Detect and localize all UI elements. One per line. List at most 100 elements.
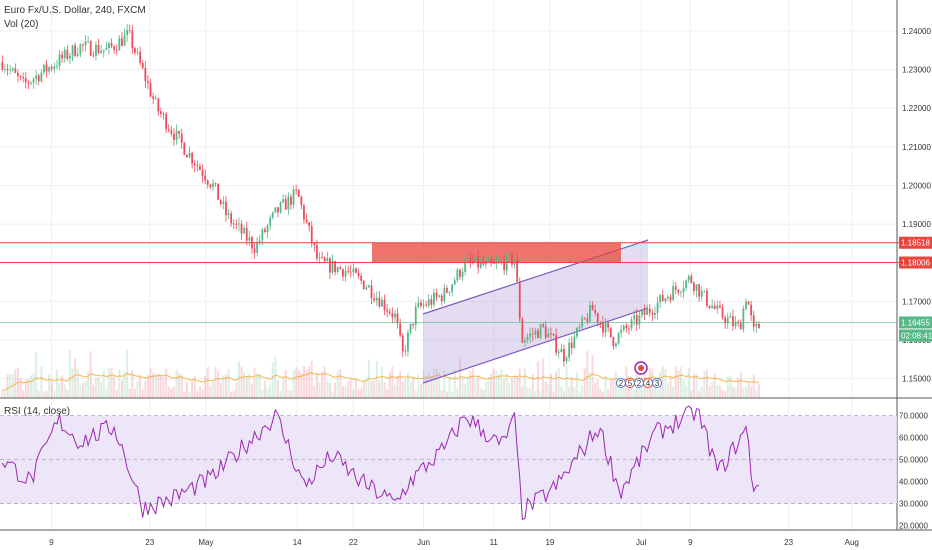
volume-bar	[664, 369, 667, 398]
volume-bar	[22, 390, 25, 398]
volume-bar	[42, 391, 45, 398]
rsi-tick-label: 50.0000	[899, 456, 928, 465]
candle-body	[66, 49, 69, 59]
volume-bar	[594, 383, 597, 398]
candle-body	[235, 223, 238, 225]
rsi-tick-label: 20.0000	[899, 522, 928, 531]
candle-body	[446, 288, 448, 293]
candle-body	[578, 326, 581, 329]
countdown-tag: 02:08:41	[901, 331, 932, 340]
candle-body	[659, 294, 662, 303]
candle-body	[669, 296, 672, 301]
volume-bar	[240, 367, 243, 398]
candle-body	[648, 308, 651, 313]
rsi-axis[interactable]: 20.0000 30.0000 40.0000 50.0000 60.0000 70.00…	[899, 412, 928, 531]
candle-body	[310, 226, 313, 243]
volume-bar	[248, 374, 251, 398]
time-axis[interactable]: 923May1422Jun1119Jul923Aug1321Sep	[49, 538, 932, 547]
volume-bar	[747, 381, 750, 398]
candle-body	[667, 296, 669, 299]
candle-body	[360, 275, 363, 281]
rsi-line	[1, 405, 760, 521]
volume-bar	[97, 376, 100, 398]
candle-body	[165, 114, 168, 130]
candle-body	[79, 44, 82, 55]
event-marker-count: 2	[619, 379, 624, 388]
volume-bar	[739, 372, 742, 398]
volume-bar	[716, 385, 719, 398]
volume-bar	[531, 373, 534, 398]
volume-bar	[458, 357, 461, 398]
candle-body	[518, 281, 521, 319]
candle-body	[258, 240, 261, 242]
volume-bar	[175, 369, 178, 398]
volume-bar	[404, 379, 407, 398]
candle-body	[152, 96, 155, 99]
candle-body	[40, 72, 43, 82]
volume-bar	[55, 369, 58, 398]
volume-bar	[497, 373, 500, 398]
candle-body	[357, 272, 360, 276]
volume-bar	[167, 386, 170, 398]
candle-body	[576, 328, 578, 337]
volume-bar	[542, 358, 545, 398]
volume-bar	[302, 366, 305, 398]
volume-bar	[331, 391, 334, 398]
candle-body	[560, 348, 563, 353]
candle-body	[677, 289, 680, 293]
candle-body	[30, 82, 32, 84]
candle-body	[87, 41, 90, 43]
volume-bar	[440, 390, 443, 398]
volume-bar	[373, 380, 376, 398]
volume-bar	[685, 385, 688, 398]
volume-bar	[617, 383, 620, 398]
volume-bar	[443, 370, 446, 398]
candle-body	[232, 223, 235, 225]
candle-body	[219, 199, 222, 204]
resistance-upper-tag: 1.18518	[901, 239, 930, 248]
volume-bar	[144, 380, 147, 398]
volume-bar	[191, 380, 194, 398]
candle-body	[596, 313, 599, 322]
supply-zone-rect[interactable]	[372, 242, 621, 263]
volume-bar	[84, 381, 87, 398]
volume-bar	[505, 373, 508, 398]
volume-bar	[344, 385, 347, 398]
candle-body	[729, 316, 732, 318]
volume-bar	[170, 388, 173, 398]
candle-body	[490, 258, 493, 263]
candle-body	[178, 130, 181, 134]
candle-body	[656, 302, 659, 314]
candle-body	[466, 257, 469, 260]
candle-body	[305, 219, 308, 223]
volume-bar	[711, 381, 714, 398]
candle-body	[425, 304, 428, 306]
volume-bar	[477, 375, 480, 398]
volume-bar	[482, 389, 485, 398]
candle-body	[149, 83, 152, 97]
volume-bar	[752, 373, 755, 398]
time-tick-label: 23	[784, 538, 793, 547]
candle-body	[329, 258, 331, 273]
volume-bar	[235, 382, 238, 398]
volume-bar	[271, 362, 274, 398]
volume-bar	[120, 380, 123, 398]
volume-bar	[352, 388, 355, 398]
candle-body	[635, 315, 638, 325]
volume-bar	[703, 370, 706, 398]
volume-bar	[243, 371, 246, 398]
channel-lower-line[interactable]	[422, 307, 649, 384]
candle-body	[583, 317, 586, 319]
candle-body	[404, 351, 407, 353]
candle-body	[230, 213, 233, 224]
volume-bar	[326, 380, 329, 398]
volume-bar	[149, 368, 152, 398]
volume-bar	[596, 379, 599, 398]
candle-body	[755, 323, 758, 327]
ascending-channel[interactable]	[423, 240, 648, 383]
volume-bar	[347, 381, 350, 398]
candle-body	[417, 302, 420, 307]
volume-bar	[256, 372, 259, 398]
